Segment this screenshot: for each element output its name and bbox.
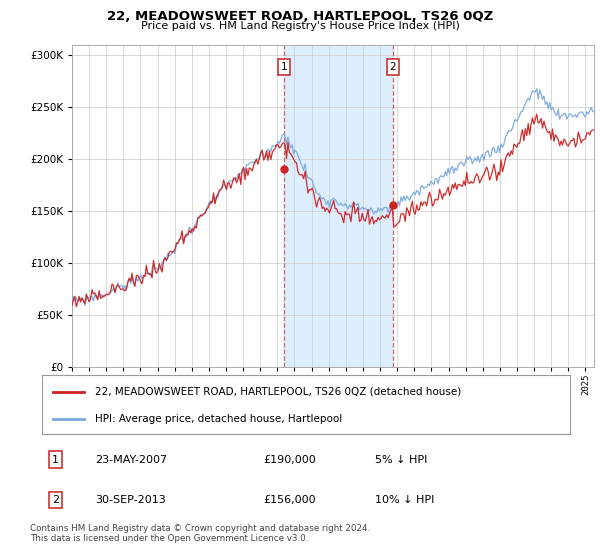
Bar <box>284 45 393 367</box>
Text: 1: 1 <box>52 455 59 465</box>
Text: 22, MEADOWSWEET ROAD, HARTLEPOOL, TS26 0QZ: 22, MEADOWSWEET ROAD, HARTLEPOOL, TS26 0… <box>107 10 493 23</box>
Text: 2: 2 <box>389 62 396 72</box>
Text: 10% ↓ HPI: 10% ↓ HPI <box>374 495 434 505</box>
Text: 30-SEP-2013: 30-SEP-2013 <box>95 495 166 505</box>
Text: £190,000: £190,000 <box>264 455 317 465</box>
Text: 23-MAY-2007: 23-MAY-2007 <box>95 455 167 465</box>
Text: Price paid vs. HM Land Registry's House Price Index (HPI): Price paid vs. HM Land Registry's House … <box>140 21 460 31</box>
Text: 2: 2 <box>52 495 59 505</box>
Text: Contains HM Land Registry data © Crown copyright and database right 2024.
This d: Contains HM Land Registry data © Crown c… <box>30 524 370 543</box>
Text: £156,000: £156,000 <box>264 495 316 505</box>
Text: HPI: Average price, detached house, Hartlepool: HPI: Average price, detached house, Hart… <box>95 414 342 424</box>
Text: 1: 1 <box>281 62 287 72</box>
Text: 5% ↓ HPI: 5% ↓ HPI <box>374 455 427 465</box>
Text: 22, MEADOWSWEET ROAD, HARTLEPOOL, TS26 0QZ (detached house): 22, MEADOWSWEET ROAD, HARTLEPOOL, TS26 0… <box>95 386 461 396</box>
